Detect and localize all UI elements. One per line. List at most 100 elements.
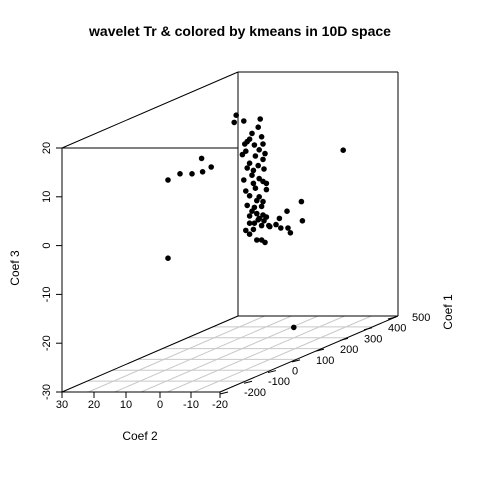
y-tick-label: -10 bbox=[183, 399, 199, 411]
data-point bbox=[298, 198, 305, 205]
data-point bbox=[252, 153, 259, 159]
data-point bbox=[276, 215, 283, 222]
data-point bbox=[243, 227, 249, 234]
data-point bbox=[241, 177, 247, 183]
data-point bbox=[255, 124, 261, 130]
data-point bbox=[246, 193, 253, 199]
data-point bbox=[249, 208, 255, 214]
data-point bbox=[299, 218, 306, 224]
data-point bbox=[284, 208, 290, 214]
data-point bbox=[258, 134, 265, 140]
data-point bbox=[261, 218, 267, 224]
data-point bbox=[246, 213, 253, 219]
data-point bbox=[246, 160, 253, 166]
y-tick-label: 10 bbox=[120, 399, 132, 411]
box-edge bbox=[61, 71, 239, 149]
data-point bbox=[261, 166, 267, 172]
data-point bbox=[258, 203, 265, 210]
data-point bbox=[256, 147, 263, 153]
data-point bbox=[165, 177, 171, 183]
z-tick-label: 20 bbox=[41, 142, 53, 154]
data-points bbox=[165, 112, 347, 331]
chart-title: wavelet Tr & colored by kmeans in 10D sp… bbox=[88, 23, 391, 39]
data-point bbox=[260, 141, 266, 147]
data-point bbox=[244, 202, 250, 209]
x-tick bbox=[363, 327, 373, 331]
z-tick-label: -30 bbox=[41, 384, 53, 400]
x-tick-label: 100 bbox=[316, 355, 334, 367]
data-point bbox=[239, 151, 246, 158]
floor-grid-line bbox=[88, 315, 265, 393]
data-point bbox=[177, 171, 183, 177]
x-tick-label: -100 bbox=[268, 376, 290, 388]
data-point bbox=[233, 112, 239, 118]
data-point bbox=[260, 198, 266, 205]
floor-grid-line bbox=[167, 315, 345, 393]
data-point bbox=[198, 155, 205, 162]
data-point bbox=[199, 169, 206, 175]
x-tick-label: 0 bbox=[292, 365, 298, 377]
data-point bbox=[243, 148, 249, 154]
data-point bbox=[249, 172, 255, 178]
y-tick-label: 30 bbox=[56, 399, 68, 411]
data-point bbox=[246, 220, 253, 226]
x-tick bbox=[315, 348, 325, 352]
data-point bbox=[253, 210, 260, 217]
data-point bbox=[256, 215, 263, 222]
data-point bbox=[241, 118, 247, 124]
floor-grid-line bbox=[114, 315, 292, 393]
data-point bbox=[278, 225, 284, 231]
data-point bbox=[260, 156, 266, 163]
data-point bbox=[263, 186, 270, 193]
x-tick bbox=[267, 370, 277, 374]
data-point bbox=[243, 188, 249, 194]
x-tick bbox=[219, 391, 229, 395]
data-point bbox=[258, 222, 265, 229]
x-tick bbox=[291, 359, 301, 363]
floor-grid-line bbox=[193, 315, 372, 393]
y-tick-label: -20 bbox=[212, 399, 228, 411]
z-axis-label: Coef 3 bbox=[8, 250, 22, 286]
data-point bbox=[267, 223, 273, 230]
data-point bbox=[263, 180, 270, 187]
data-point bbox=[287, 230, 294, 236]
data-point bbox=[285, 225, 291, 231]
x-tick-label: 500 bbox=[412, 312, 430, 324]
data-point bbox=[291, 324, 297, 331]
data-point bbox=[249, 130, 255, 137]
box-edge bbox=[61, 315, 239, 393]
x-tick-label: -200 bbox=[244, 387, 266, 399]
data-point bbox=[253, 237, 260, 243]
z-tick-label: 10 bbox=[41, 191, 53, 203]
z-tick-label: -20 bbox=[41, 335, 53, 351]
z-tick-label: -10 bbox=[41, 286, 53, 302]
data-point bbox=[252, 185, 259, 191]
y-tick-label: 20 bbox=[88, 399, 100, 411]
data-point bbox=[255, 162, 261, 169]
data-point bbox=[262, 150, 268, 157]
tick-marks bbox=[56, 147, 397, 398]
plot-box bbox=[61, 71, 399, 393]
data-point bbox=[250, 167, 257, 174]
data-point bbox=[251, 142, 258, 148]
y-tick-label: 0 bbox=[157, 399, 163, 411]
data-point bbox=[189, 171, 195, 177]
data-point bbox=[250, 226, 257, 233]
y-axis-label: Coef 2 bbox=[122, 429, 158, 443]
data-point bbox=[250, 180, 257, 187]
data-point bbox=[251, 220, 258, 226]
floor-grid-line bbox=[140, 315, 319, 393]
data-point bbox=[244, 165, 250, 171]
data-point bbox=[208, 164, 214, 170]
x-tick-label: 300 bbox=[364, 333, 382, 345]
data-point bbox=[246, 231, 253, 237]
x-tick-label: 200 bbox=[340, 344, 358, 356]
data-point bbox=[340, 147, 347, 153]
x-tick-label: 400 bbox=[388, 323, 406, 335]
x-tick bbox=[339, 337, 349, 341]
data-point bbox=[231, 119, 237, 126]
data-point bbox=[273, 221, 279, 228]
data-point bbox=[257, 116, 264, 122]
data-point bbox=[242, 141, 248, 147]
